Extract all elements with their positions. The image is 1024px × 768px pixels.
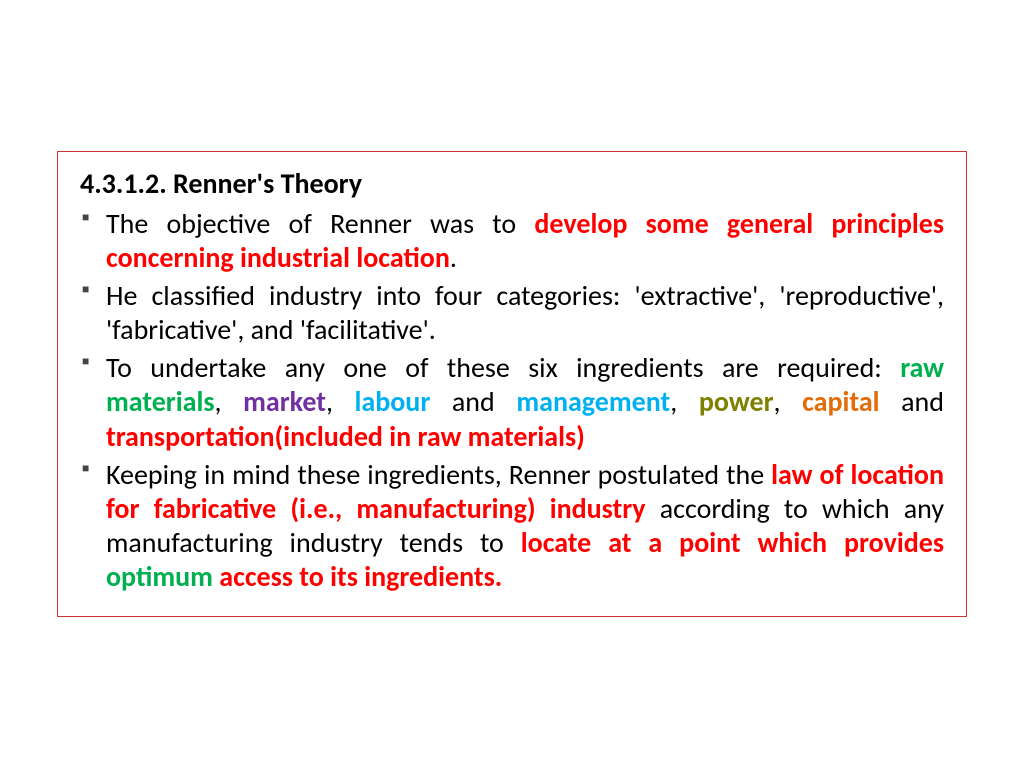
text-plain: Keeping in mind these ingredients, Renne… bbox=[106, 457, 771, 492]
text-and: and bbox=[880, 384, 944, 419]
text-transportation: transportation(included in raw materials… bbox=[106, 419, 585, 454]
slide-content-box: 4.3.1.2. Renner's Theory The objective o… bbox=[57, 151, 967, 618]
text-locate: locate at a point which provides bbox=[521, 525, 944, 560]
text-plain: The objective of Renner was to bbox=[106, 206, 534, 241]
text-comma: , bbox=[774, 384, 803, 419]
text-power: power bbox=[699, 384, 774, 419]
bullet-item-3: To undertake any one of these six ingred… bbox=[80, 351, 944, 453]
text-comma: , bbox=[670, 384, 699, 419]
text-management: management bbox=[516, 384, 670, 419]
text-comma: , bbox=[215, 384, 244, 419]
text-plain: To undertake any one of these six ingred… bbox=[106, 350, 900, 385]
bullet-item-2: He classified industry into four categor… bbox=[80, 279, 944, 347]
text-capital: capital bbox=[802, 384, 879, 419]
text-plain: He classified industry into four categor… bbox=[106, 278, 944, 347]
text-optimum: optimum bbox=[106, 559, 213, 594]
bullet-item-4: Keeping in mind these ingredients, Renne… bbox=[80, 458, 944, 595]
text-market: market bbox=[243, 384, 326, 419]
text-labour: labour bbox=[355, 384, 431, 419]
section-heading: 4.3.1.2. Renner's Theory bbox=[80, 166, 944, 201]
bullet-item-1: The objective of Renner was to develop s… bbox=[80, 207, 944, 275]
text-and: and bbox=[430, 384, 516, 419]
text-access: access to its ingredients. bbox=[213, 559, 502, 594]
text-plain: . bbox=[450, 240, 457, 275]
bullet-list: The objective of Renner was to develop s… bbox=[80, 207, 944, 595]
text-comma: , bbox=[326, 384, 355, 419]
